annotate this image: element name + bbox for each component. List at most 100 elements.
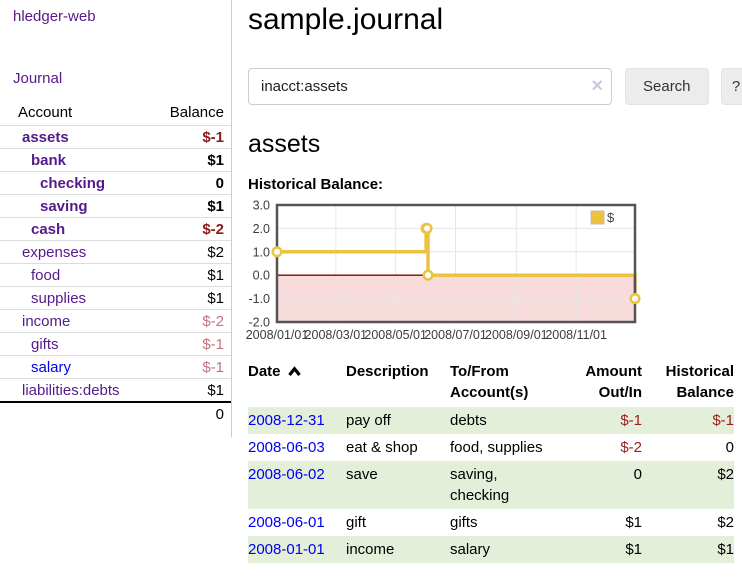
legend-swatch-icon: $ [590,210,615,225]
transaction-accounts: debts [450,412,487,429]
account-balance: $2 [152,240,231,264]
transaction-row[interactable]: 2008-06-02 save saving, checking 0 $2 [248,461,734,509]
account-link[interactable]: salary [31,358,72,376]
register-header-balance: Historical Balance [665,363,734,401]
account-link[interactable]: assets [22,128,69,146]
transaction-amount: $1 [625,514,642,531]
help-button[interactable]: ? [720,68,742,105]
account-link[interactable]: bank [31,151,67,169]
sort-ascending-icon [287,366,301,377]
transaction-amount: 0 [633,466,642,483]
transaction-date-link[interactable]: 2008-06-03 [248,439,325,456]
account-row: income $-2 [0,309,231,333]
transaction-balance: $-1 [712,412,734,429]
account-link[interactable]: expenses [22,243,87,261]
account-link[interactable]: food [31,266,61,284]
transaction-amount: $-2 [620,439,642,456]
account-balance: $1 [152,263,231,287]
svg-text:3.0: 3.0 [253,200,270,213]
transaction-row[interactable]: 2008-06-03 eat & shop food, supplies $-2… [248,434,734,461]
account-balance: $1 [152,286,231,310]
account-link[interactable]: liabilities:debts [22,381,120,399]
account-balance: 0 [152,171,231,195]
svg-text:2008/03/01: 2008/03/01 [305,328,368,342]
account-row: food $1 [0,263,231,287]
clear-search-icon[interactable]: × [591,75,603,97]
transaction-accounts: saving, checking [450,466,510,504]
account-row: expenses $2 [0,240,231,264]
account-balance: $-1 [152,125,231,149]
transaction-date-link[interactable]: 2008-06-02 [248,466,325,483]
account-link[interactable]: income [22,312,71,330]
account-balance: $1 [152,148,231,172]
transaction-row[interactable]: 2008-06-01 gift gifts $1 $2 [248,509,734,536]
accounts-header-balance: Balance [169,104,224,121]
account-row: salary $-1 [0,355,231,379]
register-header-date[interactable]: Date [248,359,346,407]
transaction-date-link[interactable]: 2008-01-01 [248,541,325,558]
historical-balance-chart[interactable]: 2008/01/012008/03/012008/05/012008/07/01… [240,200,740,350]
account-link[interactable]: checking [40,174,106,192]
account-balance: $-2 [152,217,231,241]
main-content: sample.journal × Search ? assets Histori… [232,0,742,582]
account-link[interactable]: supplies [31,289,87,307]
svg-text:2008/01/01: 2008/01/01 [246,328,309,342]
account-row: checking 0 [0,171,231,195]
search-row: × Search ? [248,68,742,105]
account-balance: $1 [152,378,231,402]
svg-text:2008/09/01: 2008/09/01 [485,328,548,342]
register-header-description: Description [346,363,429,380]
account-balance: $1 [152,194,231,218]
account-link[interactable]: cash [31,220,66,238]
sidebar-item-journal[interactable]: Journal [13,70,63,87]
transaction-amount: $-1 [620,412,642,429]
accounts-table-header: Account Balance [0,101,231,126]
account-balance: $-1 [152,332,231,356]
account-heading: assets [248,130,321,158]
transaction-row[interactable]: 2008-01-01 income salary $1 $1 [248,536,734,563]
brand-link[interactable]: hledger-web [13,8,96,25]
account-row: saving $1 [0,194,231,218]
accounts-table-body: assets $-1 bank $1 checking 0 saving $1 … [0,125,231,402]
transaction-accounts: gifts [450,514,478,531]
transaction-accounts: salary [450,541,491,558]
transaction-balance: $2 [717,514,734,531]
account-row: supplies $1 [0,286,231,310]
account-row: cash $-2 [0,217,231,241]
transaction-amount: $1 [625,541,642,558]
transaction-date-link[interactable]: 2008-12-31 [248,412,325,429]
svg-text:2008/07/01: 2008/07/01 [424,328,487,342]
search-input[interactable] [248,68,612,105]
svg-text:2.0: 2.0 [253,222,270,236]
account-row: gifts $-1 [0,332,231,356]
register-table-body: 2008-12-31 pay off debts $-1 $-1 2008-06… [248,407,734,563]
svg-text:0.0: 0.0 [253,269,270,283]
transaction-row[interactable]: 2008-12-31 pay off debts $-1 $-1 [248,407,734,434]
transaction-description: pay off [346,412,391,429]
account-link[interactable]: gifts [31,335,59,353]
accounts-header-account: Account [18,104,73,121]
register-table: Date Description To/From Account(s) Amou… [248,359,734,563]
transaction-date-link[interactable]: 2008-06-01 [248,514,325,531]
account-balance: $-2 [152,309,231,333]
transaction-accounts: food, supplies [450,439,543,456]
account-row: liabilities:debts $1 [0,378,231,402]
register-header-accounts: To/From Account(s) [450,363,529,401]
svg-text:1.0: 1.0 [253,245,270,259]
register-header-date-label: Date [248,363,281,380]
account-balance: $-1 [152,355,231,379]
register-header-row: Date Description To/From Account(s) Amou… [248,359,734,407]
account-row: assets $-1 [0,125,231,149]
transaction-balance: $1 [717,541,734,558]
search-button[interactable]: Search [625,68,709,105]
accounts-total-row: 0 [0,401,231,425]
transaction-balance: $2 [717,466,734,483]
transaction-description: eat & shop [346,439,418,456]
svg-text:-2.0: -2.0 [248,316,270,330]
transaction-description: gift [346,514,367,531]
page-title: sample.journal [248,3,444,36]
transaction-description: save [346,466,378,483]
transaction-description: income [346,541,395,558]
transaction-balance: 0 [725,439,734,456]
account-link[interactable]: saving [40,197,88,215]
